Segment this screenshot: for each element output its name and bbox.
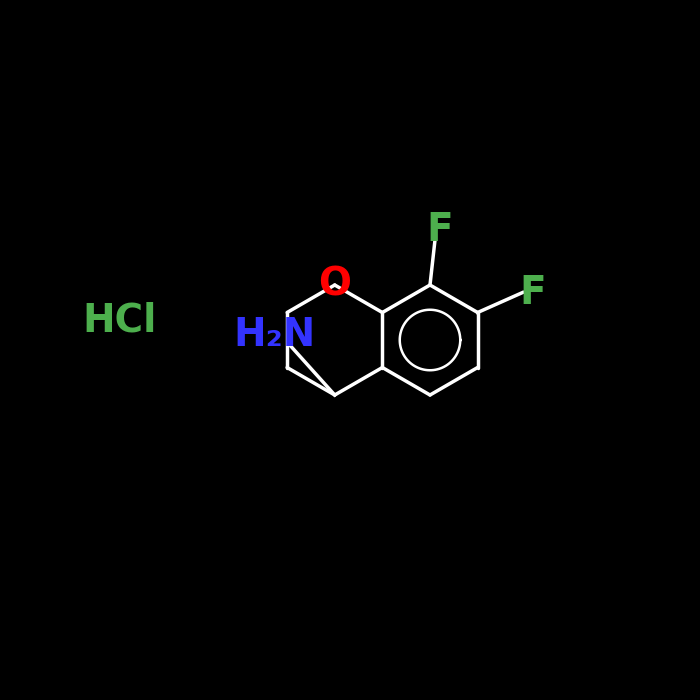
Text: H₂N: H₂N: [234, 316, 316, 354]
Text: O: O: [318, 266, 351, 304]
Text: HCl: HCl: [83, 301, 158, 339]
Text: F: F: [427, 211, 454, 249]
Text: F: F: [519, 274, 546, 312]
